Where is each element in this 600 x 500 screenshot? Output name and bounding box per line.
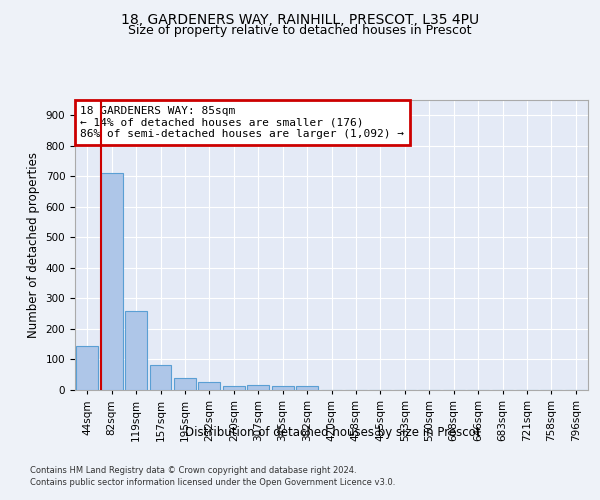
Bar [223, 386, 245, 390]
Bar [296, 386, 318, 390]
Bar [76, 346, 98, 390]
Bar [272, 386, 293, 390]
Text: Contains public sector information licensed under the Open Government Licence v3: Contains public sector information licen… [30, 478, 395, 487]
Bar [247, 386, 269, 390]
Y-axis label: Number of detached properties: Number of detached properties [27, 152, 40, 338]
Text: Size of property relative to detached houses in Prescot: Size of property relative to detached ho… [128, 24, 472, 37]
Text: 18 GARDENERS WAY: 85sqm
← 14% of detached houses are smaller (176)
86% of semi-d: 18 GARDENERS WAY: 85sqm ← 14% of detache… [80, 106, 404, 139]
Bar [101, 174, 122, 390]
Text: 18, GARDENERS WAY, RAINHILL, PRESCOT, L35 4PU: 18, GARDENERS WAY, RAINHILL, PRESCOT, L3… [121, 12, 479, 26]
Bar [199, 382, 220, 390]
Text: Distribution of detached houses by size in Prescot: Distribution of detached houses by size … [185, 426, 481, 439]
Bar [174, 378, 196, 390]
Bar [125, 310, 147, 390]
Bar [149, 364, 172, 390]
Text: Contains HM Land Registry data © Crown copyright and database right 2024.: Contains HM Land Registry data © Crown c… [30, 466, 356, 475]
